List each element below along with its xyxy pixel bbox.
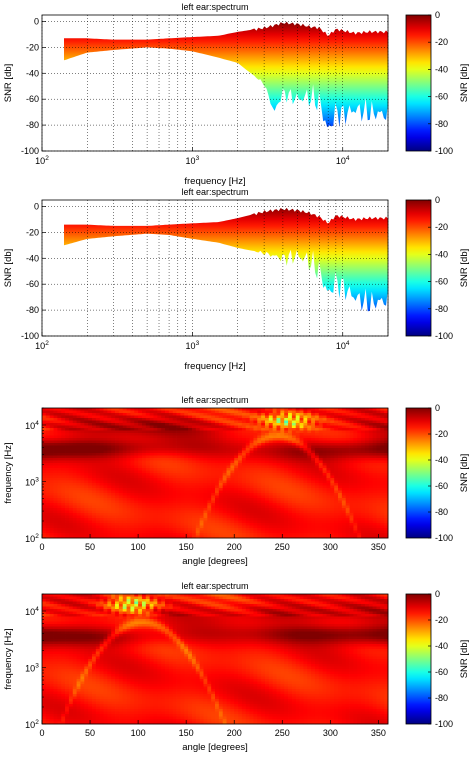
x-tick-label: 0	[39, 542, 44, 552]
colorbar-tick-label: -80	[435, 304, 448, 314]
colorbar	[405, 14, 432, 152]
colorbar-tick-label: -60	[435, 277, 448, 287]
y-tick-label: -100	[21, 146, 39, 156]
x-tick-label: 200	[227, 728, 242, 738]
colorbar-tick-label: -20	[435, 222, 448, 232]
spectrum-envelope	[64, 207, 388, 312]
x-tick-label: 50	[85, 542, 95, 552]
x-tick-label: 100	[131, 542, 146, 552]
y-tick-label: -100	[21, 331, 39, 341]
axes-frame	[41, 407, 389, 539]
y-tick-label: 103	[25, 477, 39, 488]
y-axis-label: frequency [Hz]	[3, 628, 14, 689]
y-tick-label: -40	[26, 253, 39, 263]
colorbar	[405, 199, 432, 337]
y-tick-label: -80	[26, 120, 39, 130]
x-tick-label: 103	[186, 340, 200, 351]
y-tick-label: 103	[25, 663, 39, 674]
y-axis-label: SNR [db]	[3, 64, 14, 103]
colorbar-tick-label: -60	[435, 667, 448, 677]
chart-title: left ear:spectrum	[181, 2, 248, 12]
colorbar-tick-label: -40	[435, 455, 448, 465]
y-tick-label: -60	[26, 279, 39, 289]
x-tick-label: 102	[35, 340, 49, 351]
x-tick-label: 300	[323, 542, 338, 552]
colorbar-tick-label: -100	[435, 719, 453, 729]
colorbar-tick-label: 0	[435, 195, 440, 205]
y-axis-label: frequency [Hz]	[3, 442, 14, 503]
chart-title: left ear:spectrum	[181, 581, 248, 591]
colorbar-tick-label: -100	[435, 146, 453, 156]
colorbar-label: SNR [db]	[459, 249, 470, 288]
y-tick-label: -60	[26, 94, 39, 104]
colorbar	[405, 407, 432, 539]
colorbar-label: SNR [db]	[459, 640, 470, 679]
colorbar-tick-label: -20	[435, 615, 448, 625]
y-tick-label: 104	[25, 606, 39, 617]
colorbar-tick-label: -60	[435, 92, 448, 102]
grid	[41, 15, 389, 152]
x-tick-label: 350	[371, 542, 386, 552]
colorbar-tick-label: -80	[435, 507, 448, 517]
heatmap-chart-4: 102 103 104 0 50 100 150 200 250 300 350 left ear:s…	[3, 581, 470, 753]
colorbar	[405, 593, 432, 725]
x-axis-label: frequency [Hz]	[184, 176, 245, 187]
x-axis-label: angle [degrees]	[182, 556, 248, 567]
x-tick-label: 300	[323, 728, 338, 738]
y-tick-label: 102	[25, 533, 39, 544]
x-tick-label: 102	[35, 155, 49, 166]
y-tick-label: 102	[25, 719, 39, 730]
y-tick-label: -80	[26, 305, 39, 315]
colorbar-tick-label: -20	[435, 429, 448, 439]
chart-title: left ear:spectrum	[181, 187, 248, 197]
x-tick-label: 0	[39, 728, 44, 738]
x-tick-label: 103	[186, 155, 200, 166]
y-tick-label: -20	[26, 227, 39, 237]
colorbar-tick-label: -40	[435, 641, 448, 651]
heatmap-cells	[42, 594, 389, 725]
x-tick-label: 200	[227, 542, 242, 552]
x-axis-label: angle [degrees]	[182, 742, 248, 753]
heatmap-chart-3: 102 103 104 0 50 100 150 200 250 300 350 left ear:s…	[3, 395, 470, 567]
y-tick-label: 104	[25, 420, 39, 431]
colorbar-label: SNR [db]	[459, 64, 470, 103]
colorbar-tick-label: -40	[435, 249, 448, 259]
colorbar-tick-label: -80	[435, 119, 448, 129]
x-axis-label: frequency [Hz]	[184, 361, 245, 372]
colorbar-tick-label: -80	[435, 693, 448, 703]
colorbar-tick-label: -40	[435, 64, 448, 74]
y-axis-label: SNR [db]	[3, 249, 14, 288]
y-tick-label: 0	[34, 16, 39, 26]
x-tick-label: 100	[131, 728, 146, 738]
heatmap-cells	[42, 408, 389, 539]
x-tick-label: 150	[179, 542, 194, 552]
colorbar-label: SNR [db]	[459, 454, 470, 493]
colorbar-tick-label: 0	[435, 589, 440, 599]
axes-frame	[41, 14, 389, 152]
y-tick-label: 0	[34, 201, 39, 211]
colorbar-tick-label: -100	[435, 533, 453, 543]
x-tick-label: 350	[371, 728, 386, 738]
x-tick-label: 104	[336, 155, 350, 166]
colorbar-tick-label: -20	[435, 37, 448, 47]
colorbar-tick-label: 0	[435, 10, 440, 20]
colorbar-tick-label: -60	[435, 481, 448, 491]
colorbar-tick-label: -100	[435, 331, 453, 341]
x-tick-label: 250	[275, 542, 290, 552]
y-tick-label: -20	[26, 42, 39, 52]
x-tick-label: 150	[179, 728, 194, 738]
chart-title: left ear:spectrum	[181, 395, 248, 405]
x-tick-label: 250	[275, 728, 290, 738]
spectrum-envelope	[64, 21, 388, 128]
x-tick-label: 104	[336, 340, 350, 351]
axes-frame	[41, 199, 389, 337]
colorbar-tick-label: 0	[435, 403, 440, 413]
y-tick-label: -40	[26, 68, 39, 78]
axes-frame	[41, 593, 389, 725]
x-tick-label: 50	[85, 728, 95, 738]
